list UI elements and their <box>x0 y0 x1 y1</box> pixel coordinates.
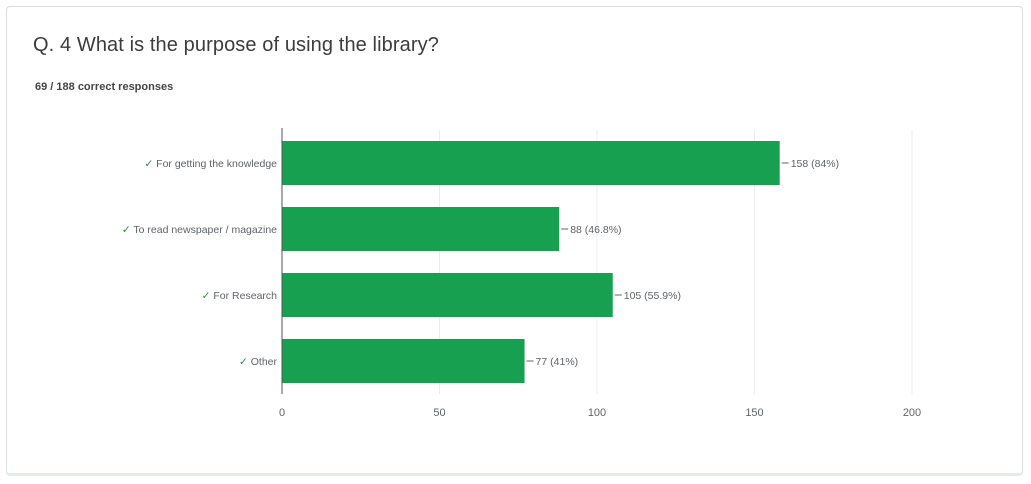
x-tick-label-100: 100 <box>588 407 606 419</box>
x-tick-label-200: 200 <box>903 407 921 419</box>
check-icon: ✓ <box>122 224 134 236</box>
category-label-3: ✓ For Research <box>202 290 277 302</box>
question-title: Q. 4 What is the purpose of using the li… <box>33 34 439 56</box>
value-label-4: 77 (41%) <box>536 356 579 368</box>
check-icon: ✓ <box>144 158 156 170</box>
category-label-2: ✓ To read newspaper / magazine <box>122 224 277 236</box>
x-tick-label-150: 150 <box>745 407 763 419</box>
category-text: Other <box>251 356 278 368</box>
category-label-1: ✓ For getting the knowledge <box>144 158 277 170</box>
x-tick-label-50: 50 <box>433 407 445 419</box>
category-text: For Research <box>213 290 277 302</box>
check-icon: ✓ <box>239 356 251 368</box>
category-text: For getting the knowledge <box>156 158 277 170</box>
bar-2 <box>282 207 560 251</box>
check-icon: ✓ <box>202 290 214 302</box>
x-tick-label-0: 0 <box>279 407 285 419</box>
bar-4 <box>282 339 525 383</box>
bar-3 <box>282 273 613 317</box>
value-label-3: 105 (55.9%) <box>624 290 681 302</box>
value-label-1: 158 (84%) <box>791 158 839 170</box>
category-text: To read newspaper / magazine <box>133 224 277 236</box>
bar-1 <box>282 141 780 185</box>
correct-responses-count: 69 / 188 correct responses <box>35 81 174 93</box>
value-label-2: 88 (46.8%) <box>570 224 621 236</box>
category-label-4: ✓ Other <box>239 356 277 368</box>
